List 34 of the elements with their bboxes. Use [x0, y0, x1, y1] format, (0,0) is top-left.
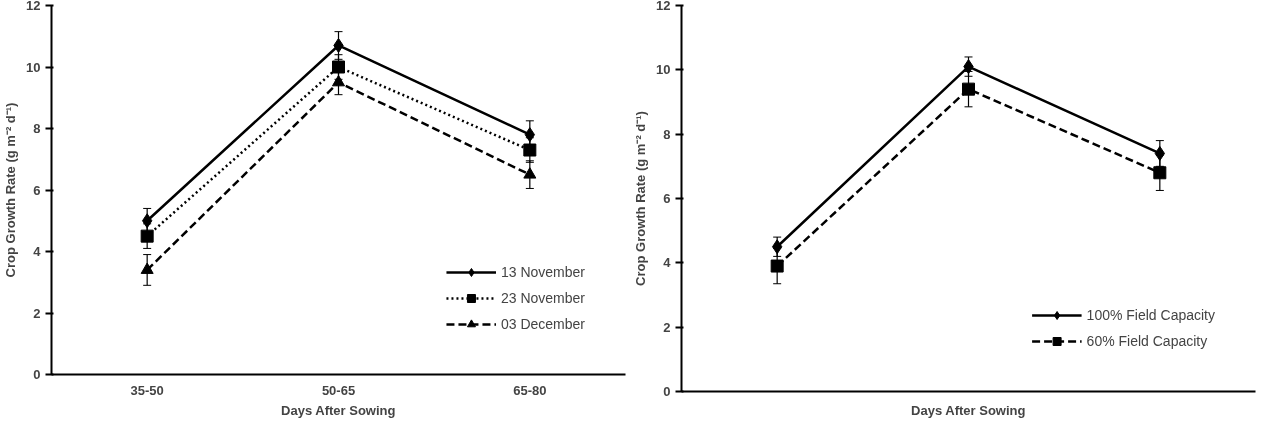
y-tick-label: 2: [33, 305, 41, 321]
x-tick-label: 65-80: [513, 382, 547, 398]
y-tick-label: 10: [656, 62, 671, 78]
y-tick-label: 12: [656, 0, 671, 13]
y-tick-label: 0: [33, 367, 41, 382]
x-axis-title: Days After Sowing: [911, 402, 1026, 418]
legend-label: 03 December: [500, 316, 585, 332]
y-tick-label: 4: [33, 244, 42, 259]
y-tick-label: 10: [26, 59, 41, 75]
y-tick-label: 6: [663, 191, 671, 206]
x-tick-label: 50-65: [321, 382, 356, 398]
legend-label: 60% Field Capacity: [1086, 333, 1208, 349]
point: [140, 262, 154, 274]
legend-label: 100% Field Capacity: [1086, 307, 1215, 323]
y-tick-label: 6: [33, 182, 41, 198]
y-tick-label: 8: [33, 121, 41, 136]
legend-label: 23 November: [500, 290, 585, 306]
x-axis-title: Days After Sowing: [281, 402, 396, 418]
x-tick-label: 35-50: [130, 382, 164, 398]
point: [523, 167, 537, 179]
point: [962, 82, 975, 96]
point: [332, 60, 345, 74]
y-tick-label: 8: [663, 126, 671, 142]
y-tick-label: 2: [663, 319, 671, 335]
legend-label: 13 November: [500, 264, 585, 280]
point: [1153, 166, 1167, 180]
y-axis-title: Crop Growth Rate (g m⁻² d⁻¹): [633, 111, 649, 286]
point: [140, 229, 154, 243]
y-tick-label: 4: [663, 255, 672, 271]
y-tick-label: 12: [26, 0, 41, 13]
y-axis-title: Crop Growth Rate (g m⁻² d⁻¹): [3, 102, 19, 278]
point: [770, 259, 784, 273]
y-tick-label: 0: [663, 384, 671, 399]
point: [523, 143, 537, 157]
